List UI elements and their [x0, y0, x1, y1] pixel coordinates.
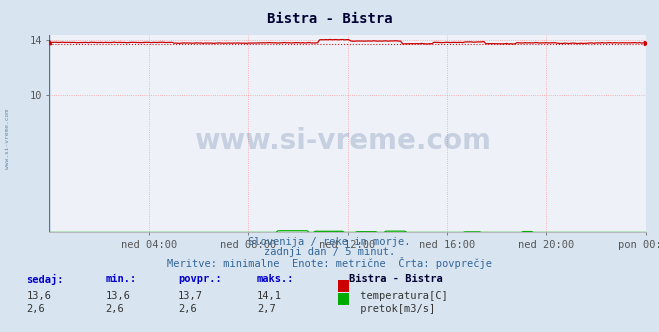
- Text: sedaj:: sedaj:: [26, 274, 64, 285]
- Text: pretok[m3/s]: pretok[m3/s]: [354, 304, 435, 314]
- Text: Bistra - Bistra: Bistra - Bistra: [349, 274, 443, 284]
- Text: 13,7: 13,7: [178, 291, 203, 301]
- Text: 2,6: 2,6: [178, 304, 196, 314]
- Text: maks.:: maks.:: [257, 274, 295, 284]
- Text: temperatura[C]: temperatura[C]: [354, 291, 447, 301]
- Text: 13,6: 13,6: [105, 291, 130, 301]
- Text: Slovenija / reke in morje.: Slovenija / reke in morje.: [248, 237, 411, 247]
- Text: 14,1: 14,1: [257, 291, 282, 301]
- Text: 13,6: 13,6: [26, 291, 51, 301]
- Text: min.:: min.:: [105, 274, 136, 284]
- Text: 2,7: 2,7: [257, 304, 275, 314]
- Text: 2,6: 2,6: [105, 304, 124, 314]
- Text: povpr.:: povpr.:: [178, 274, 221, 284]
- Text: www.si-vreme.com: www.si-vreme.com: [194, 127, 491, 155]
- Text: Meritve: minimalne  Enote: metrične  Črta: povprečje: Meritve: minimalne Enote: metrične Črta:…: [167, 257, 492, 269]
- Text: Bistra - Bistra: Bistra - Bistra: [267, 12, 392, 26]
- Text: www.si-vreme.com: www.si-vreme.com: [5, 110, 11, 169]
- Text: 2,6: 2,6: [26, 304, 45, 314]
- Text: zadnji dan / 5 minut.: zadnji dan / 5 minut.: [264, 247, 395, 257]
